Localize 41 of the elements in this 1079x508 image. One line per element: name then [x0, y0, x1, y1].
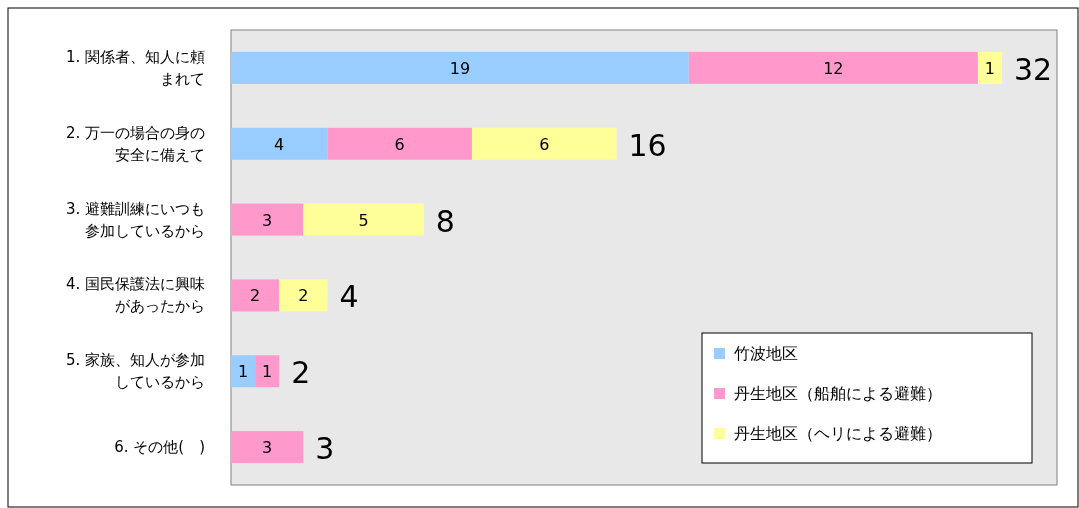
total-label: 4 [339, 279, 359, 315]
bar [231, 279, 280, 312]
legend-label: 丹生地区（ヘリによる避難） [734, 424, 942, 443]
data-label: 1 [237, 362, 249, 382]
bar [231, 127, 328, 160]
bar [255, 355, 280, 388]
data-label: 2 [298, 286, 309, 306]
bar [303, 203, 424, 236]
bar [471, 127, 617, 160]
y-tick-label: 3. 避難訓練にいつも参加しているから [65, 199, 205, 240]
total-label: 32 [1014, 51, 1053, 87]
y-tick-label: 5. 家族、知人が参加しているから [65, 351, 205, 392]
data-label: 4 [274, 134, 285, 154]
bar [231, 51, 689, 84]
bar [977, 51, 1002, 84]
data-label: 2 [250, 286, 261, 306]
total-label: 2 [291, 355, 311, 391]
total-label: 8 [435, 203, 455, 239]
bar [688, 51, 978, 84]
data-label: 3 [262, 438, 273, 458]
bar [327, 127, 472, 160]
data-label: 1 [984, 58, 996, 78]
bar [231, 355, 256, 388]
data-label: 3 [262, 210, 273, 230]
data-label: 1 [262, 362, 273, 382]
legend-label: 竹波地区 [734, 344, 798, 363]
data-label: 19 [449, 58, 471, 78]
data-label: 6 [539, 134, 550, 154]
bar [231, 431, 304, 464]
data-label: 5 [358, 210, 369, 230]
legend-label: 丹生地区（船舶による避難） [734, 384, 942, 403]
y-tick-label: 2. 万一の場合の身の安全に備えて [65, 123, 205, 164]
total-label: 3 [315, 431, 335, 467]
total-label: 16 [628, 127, 667, 163]
bar [279, 279, 328, 312]
data-label: 6 [394, 134, 405, 154]
y-tick-label: 1. 関係者、知人に頼まれて [65, 47, 205, 88]
bar [231, 203, 304, 236]
data-label: 12 [823, 58, 844, 78]
y-tick-label: 6. その他( ) [114, 438, 205, 457]
y-tick-label: 4. 国民保護法に興味があったから [65, 275, 205, 316]
